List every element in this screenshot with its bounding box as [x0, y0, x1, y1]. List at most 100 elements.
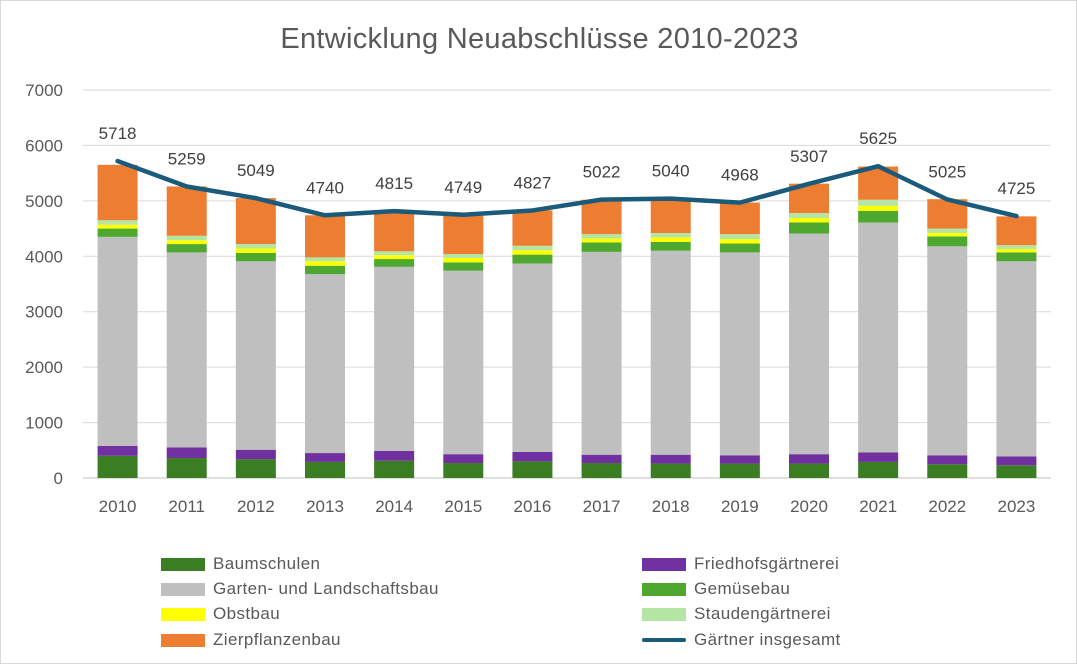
bar-segment-2017-1: [581, 454, 622, 464]
bar-segment-2013-1: [305, 453, 345, 462]
bar-segment-2021-0: [858, 461, 899, 478]
bar-segment-2019-2: [719, 252, 760, 456]
bar-segment-2017-2: [581, 251, 622, 455]
bar-segment-2017-5: [581, 234, 622, 239]
total-series-line: [115, 158, 1019, 219]
x-tick-label: 2021: [859, 497, 897, 516]
x-tick-label: 2019: [721, 497, 759, 516]
bar-segment-2010-0: [97, 455, 138, 478]
bar-segment-2010-4: [97, 224, 138, 229]
bar-segment-2020-1: [789, 454, 829, 464]
gridlines: [83, 89, 1051, 479]
data-label-2021: 5625: [859, 129, 897, 148]
bar-segment-2016-4: [512, 250, 553, 255]
stacked-bars: [97, 164, 1037, 478]
bar-segment-2022-0: [927, 464, 968, 478]
x-tick-label: 2018: [652, 497, 690, 516]
x-tick-label: 2011: [168, 497, 205, 516]
legend-label-friedhof: Friedhofsgärtnerei: [694, 554, 840, 573]
bar-segment-2019-6: [719, 202, 760, 235]
bar-segment-2023-0: [996, 465, 1037, 478]
x-tick-label: 2022: [928, 497, 966, 516]
bar-segment-2020-4: [789, 218, 829, 223]
legend-swatch-galabau: [161, 582, 205, 596]
chart-title: Entwicklung Neuabschlüsse 2010-2023: [280, 23, 799, 55]
legend-label-gemuese: Gemüsebau: [694, 579, 791, 598]
bar-segment-2021-3: [858, 210, 899, 223]
legend-label-obstbau: Obstbau: [213, 604, 281, 623]
y-tick-label: 5000: [25, 192, 63, 211]
bar-segment-2016-6: [512, 210, 553, 246]
bar-segment-2012-5: [235, 244, 276, 249]
bar-segment-2022-1: [927, 455, 968, 465]
legend-item-galabau: Garten- und Landschaftsbau: [161, 578, 439, 600]
legend-item-zierpflanzen: Zierpflanzenbau: [161, 629, 341, 651]
bar-segment-2011-2: [166, 252, 207, 448]
bar-segment-2018-0: [650, 463, 691, 478]
bar-segment-2010-5: [97, 220, 138, 225]
data-label-2019: 4968: [721, 166, 759, 185]
x-tick-label: 2020: [790, 497, 828, 516]
legend-swatch-stauden: [642, 607, 686, 621]
legend-item-gemuese: Gemüsebau: [642, 578, 790, 600]
bar-segment-2016-3: [512, 254, 553, 264]
bar-segment-2017-0: [581, 463, 622, 478]
bar-segment-2011-1: [166, 447, 207, 459]
bar-segment-2018-2: [650, 250, 691, 455]
bar-segment-2022-2: [927, 246, 968, 456]
bar-segment-2017-6: [581, 199, 622, 235]
bar-segment-2021-5: [858, 199, 899, 206]
bar-segment-2012-0: [235, 459, 276, 478]
data-label-2016: 4827: [514, 173, 552, 192]
bar-segment-2013-2: [305, 274, 345, 454]
legend-item-obstbau: Obstbau: [161, 603, 280, 625]
bar-segment-2011-4: [166, 240, 207, 245]
bar-segment-2023-2: [996, 261, 1037, 457]
data-label-2018: 5040: [652, 162, 690, 181]
legend-swatch-gemuese: [642, 582, 686, 596]
bar-segment-2016-5: [512, 245, 553, 251]
bar-segment-2017-4: [581, 238, 622, 243]
bar-segment-2018-4: [650, 237, 691, 242]
legend: Baumschulen Garten- und Landschaftsbau O…: [1, 549, 1077, 659]
data-label-2014: 4815: [375, 174, 413, 193]
legend-item-friedhof: Friedhofsgärtnerei: [642, 553, 839, 575]
bar-segment-2011-5: [166, 235, 207, 241]
data-label-2017: 5022: [583, 163, 621, 182]
y-tick-label: 6000: [25, 136, 63, 155]
bar-segment-2023-4: [996, 249, 1037, 253]
bar-segment-2020-2: [789, 233, 829, 455]
data-label-2015: 4749: [444, 178, 482, 197]
bar-segment-2019-0: [719, 463, 760, 478]
y-tick-label: 4000: [25, 247, 63, 266]
legend-swatch-zierpflanzen: [161, 633, 205, 647]
bar-segment-2014-0: [374, 460, 415, 478]
bar-segment-2012-6: [235, 198, 276, 245]
bar-segment-2020-0: [789, 463, 829, 478]
bar-segment-2020-5: [789, 213, 829, 219]
bar-segment-2019-4: [719, 239, 760, 244]
bar-segment-2015-6: [443, 215, 484, 255]
bar-segment-2020-3: [789, 222, 829, 234]
bar-segment-2011-0: [166, 458, 207, 478]
bar-segment-2018-6: [650, 198, 691, 234]
bar-segment-2019-3: [719, 243, 760, 253]
y-axis-labels: 0 1000 2000 3000 4000 5000 6000 7000: [25, 81, 63, 488]
data-labels: 5718 5259 5049 4740 4815 4749 4827 5022 5040 4968…: [99, 124, 1036, 198]
legend-label-baumschulen: Baumschulen: [213, 554, 321, 573]
bar-segment-2014-5: [374, 251, 415, 256]
bar-segment-2023-5: [996, 245, 1037, 250]
x-tick-label: 2012: [237, 497, 275, 516]
bar-segment-2013-5: [305, 257, 345, 262]
legend-swatch-baumschulen: [161, 557, 205, 571]
bar-segment-2022-4: [927, 233, 968, 237]
bar-segment-2021-4: [858, 205, 899, 211]
bar-segment-2015-0: [443, 463, 484, 478]
bar-segment-2010-1: [97, 445, 138, 456]
bar-segment-2019-1: [719, 455, 760, 464]
bar-segment-2021-2: [858, 222, 899, 453]
bar-segment-2011-6: [166, 186, 207, 236]
legend-item-stauden: Staudengärtnerei: [642, 603, 831, 625]
bar-segment-2018-5: [650, 233, 691, 238]
bar-segment-2015-3: [443, 262, 484, 271]
